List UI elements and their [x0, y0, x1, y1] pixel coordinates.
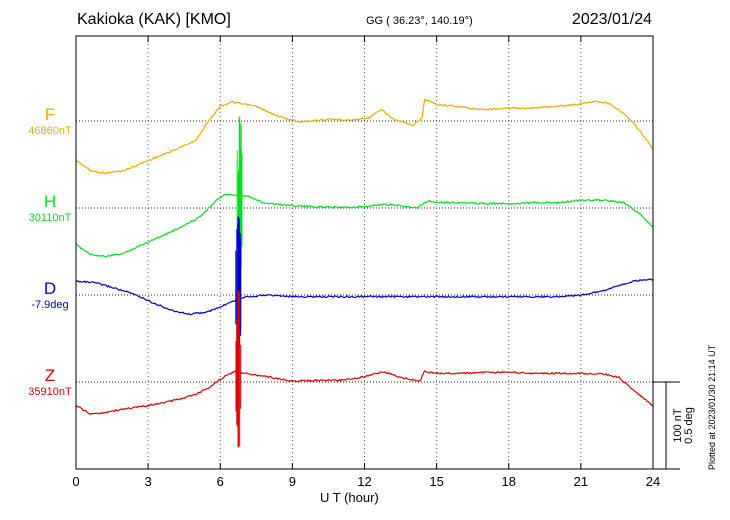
series-group: [75, 98, 654, 448]
channel-label-h: H 30110nT: [20, 193, 80, 225]
scale-label-deg: 0.5 deg: [683, 407, 695, 444]
channel-baseline: 35910nT: [28, 386, 72, 398]
channel-label-d: D -7.9deg: [20, 280, 80, 312]
channel-baseline: -7.9deg: [31, 299, 69, 311]
chart-date: 2023/01/24: [571, 11, 652, 28]
series-line-f: [75, 98, 654, 175]
x-tick-label: 15: [429, 474, 443, 489]
x-ticks: 0 3 6 9 12 15 18 21 24: [72, 36, 660, 489]
disturbance-z: [235, 290, 242, 448]
x-tick-label: 0: [72, 474, 79, 489]
x-tick-label: 21: [574, 474, 588, 489]
channel-baseline: 30110nT: [28, 212, 72, 224]
channel-name: F: [44, 105, 56, 124]
channel-name: Z: [44, 366, 56, 385]
x-tick-label: 12: [357, 474, 371, 489]
x-axis-label: U T (hour): [320, 490, 379, 505]
station-coordinates: GG ( 36.23°, 140.19°): [366, 15, 473, 27]
plotted-timestamp: Plotted at 2023/01/30 21:14 UT: [707, 344, 717, 470]
x-tick-label: 18: [502, 474, 516, 489]
channel-label-z: Z 35910nT: [20, 367, 80, 399]
x-tick-label: 9: [289, 474, 296, 489]
scale-label-nt: 100 nT: [672, 408, 684, 443]
station-title: Kakioka (KAK) [KMO]: [77, 11, 231, 28]
x-tick-label: 6: [217, 474, 224, 489]
x-tick-label: 24: [646, 474, 660, 489]
series-line-d: [75, 278, 654, 316]
channel-label-f: F 46860nT: [20, 106, 80, 138]
gridlines: [76, 36, 653, 469]
series-line-z: [75, 370, 654, 416]
channel-name: D: [43, 279, 57, 298]
channel-baseline: 46860nT: [28, 125, 72, 137]
channel-name: H: [43, 192, 57, 211]
series-line-h: [75, 193, 654, 258]
scale-bar: 100 nT 0.5 deg: [653, 381, 695, 470]
x-tick-label: 3: [145, 474, 152, 489]
